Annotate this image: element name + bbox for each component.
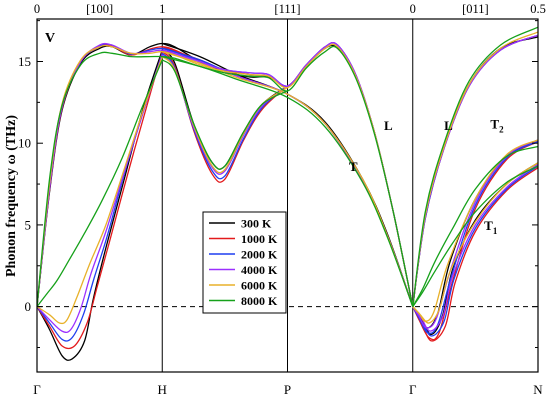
series-line-gnT2 <box>412 141 538 334</box>
y-tick-label: 10 <box>18 136 31 151</box>
series-line-gnL <box>412 34 538 307</box>
series-line-upper <box>37 41 414 307</box>
legend-entry: 8000 K <box>241 294 278 308</box>
legend-box <box>202 211 287 314</box>
branch-label-subscript: 1 <box>493 226 498 236</box>
branch-label-subscript: 2 <box>499 124 504 134</box>
legend-entry: 1000 K <box>241 232 278 246</box>
branch-label-t2: T2 <box>490 116 504 134</box>
x-point-label: Γ <box>33 382 41 397</box>
branch-label-t: T <box>349 159 358 174</box>
branch-label-t1: T1 <box>484 218 498 236</box>
top-axis-label: 1 <box>159 2 165 16</box>
series-line-upper <box>37 43 414 307</box>
series-line-low <box>37 51 163 350</box>
y-tick-label: 15 <box>18 54 31 69</box>
series-line-dip <box>161 49 288 170</box>
legend-entry: 4000 K <box>241 263 278 277</box>
branch-label-l: L <box>384 118 393 133</box>
axes-layer: 0 5 10 15 Γ H P Γ N 0 [100] 1 [111] 0 [011] 0.5 <box>18 2 546 397</box>
series-line-gnT1 <box>412 165 538 307</box>
series-layer <box>37 26 538 361</box>
material-label: V <box>45 31 55 46</box>
series-line-gnT2 <box>412 145 538 307</box>
branch-labels-layer: L T L T2 T1 <box>349 116 504 235</box>
plot-frame <box>36 18 539 373</box>
branch-label-l: L <box>444 118 453 133</box>
y-tick-label: 5 <box>25 217 32 232</box>
x-point-label: Γ <box>409 382 417 397</box>
series-line-gnL <box>412 36 538 307</box>
series-line-low <box>37 54 163 334</box>
top-axis-label: [100] <box>86 2 113 16</box>
top-axis-label: 0 <box>34 2 40 16</box>
series-8000k <box>37 26 538 308</box>
series-line-dip <box>161 59 288 170</box>
series-line-diag <box>162 55 414 307</box>
legend-entry: 300 K <box>241 217 272 231</box>
series-line-gnT1 <box>412 162 538 324</box>
grid-layer <box>37 19 538 372</box>
series-line-dip <box>161 52 288 180</box>
x-point-label: N <box>533 382 543 397</box>
series-line-gnT2 <box>412 141 538 341</box>
x-point-label: H <box>158 382 167 397</box>
x-point-label: P <box>284 382 291 397</box>
series-line-gnT1 <box>412 167 538 342</box>
y-axis-label: Phonon frequency ω (THz) <box>4 115 19 277</box>
top-axis-label: 0.5 <box>530 2 546 16</box>
series-line-low <box>37 53 163 342</box>
top-axis-label: [011] <box>462 2 489 16</box>
top-axis-label: [111] <box>274 2 300 16</box>
legend-entry: 2000 K <box>241 248 278 262</box>
series-line-gnL <box>412 26 538 307</box>
series-line-gnT2 <box>412 139 538 329</box>
series-line-low <box>37 56 163 325</box>
top-axis-label: 0 <box>410 2 416 16</box>
series-line-gnT2 <box>412 139 538 329</box>
legend-entry: 6000 K <box>241 279 278 293</box>
series-line-low <box>37 59 163 308</box>
y-tick-label: 0 <box>25 299 32 314</box>
